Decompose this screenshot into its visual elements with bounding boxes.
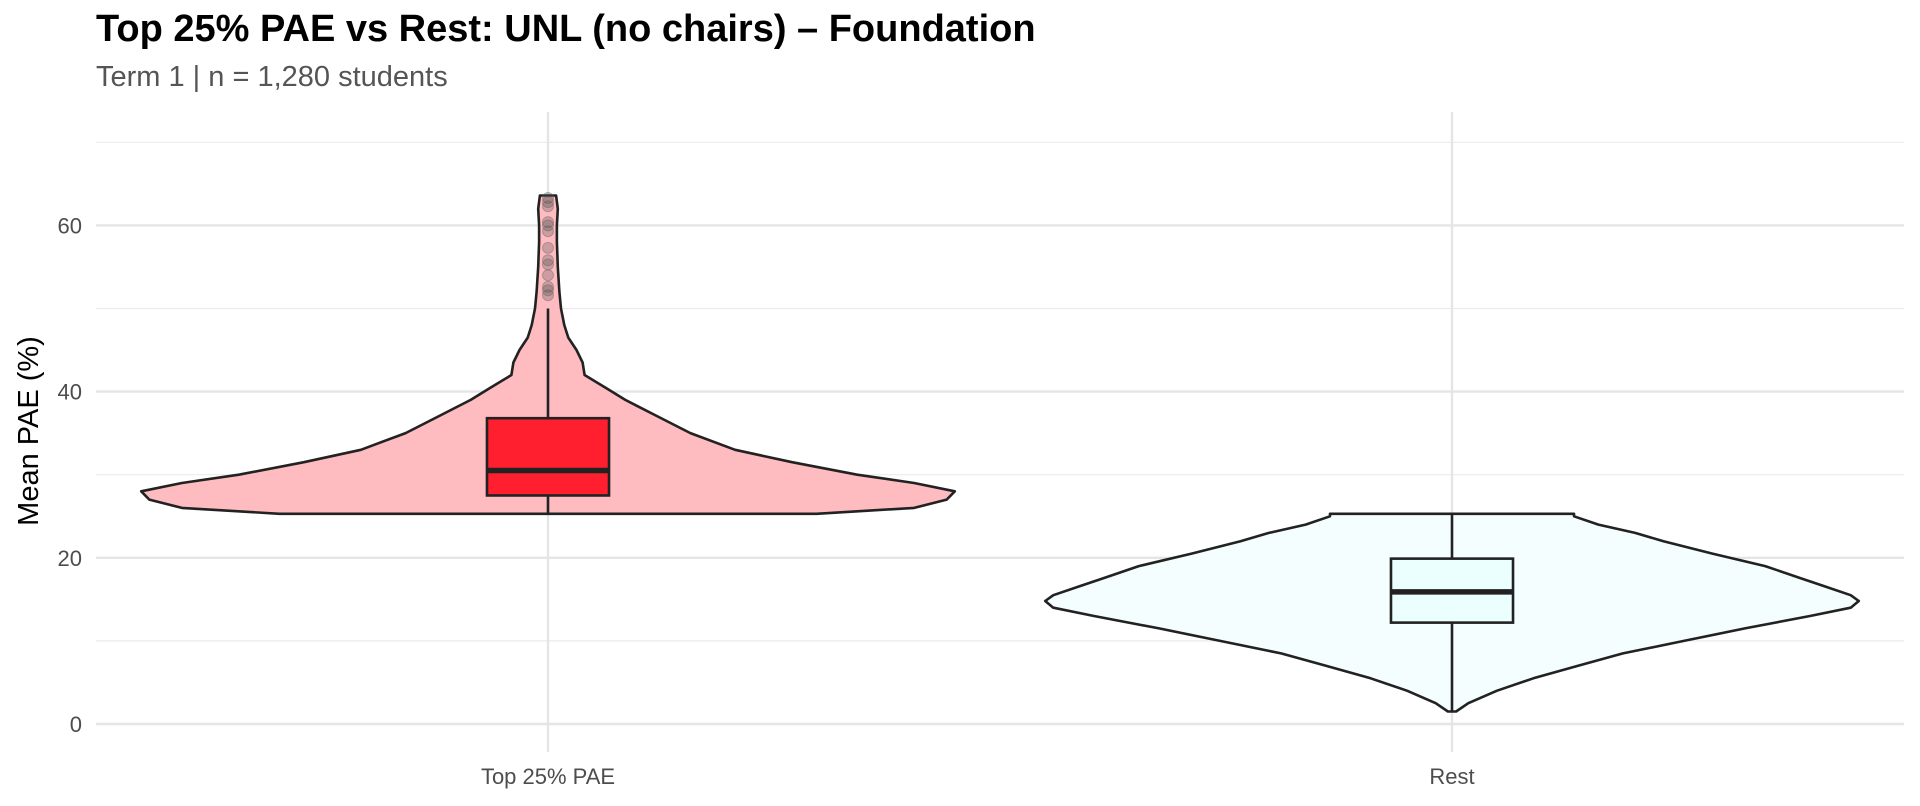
outlier-point xyxy=(542,269,554,282)
outlier-points xyxy=(542,191,554,302)
axis-labels: 0 20 40 60 Top 25% PAE Rest xyxy=(58,213,1475,789)
outlier-point xyxy=(542,191,554,204)
outlier-point xyxy=(542,289,554,302)
outlier-point xyxy=(542,280,554,293)
outlier-point xyxy=(542,196,554,209)
y-tick-label: 40 xyxy=(58,380,82,405)
outlier-point xyxy=(542,200,554,213)
outlier-point xyxy=(542,225,554,238)
boxplots xyxy=(485,308,1515,712)
y-tick-label: 60 xyxy=(58,213,82,238)
y-tick-label: 20 xyxy=(58,546,82,571)
violins xyxy=(139,194,1861,713)
outlier-point xyxy=(542,241,554,254)
y-axis-title: Mean PAE (%) xyxy=(13,336,45,526)
outlier-point xyxy=(542,219,554,232)
outlier-point xyxy=(542,258,554,271)
chart-subtitle: Term 1 | n = 1,280 students xyxy=(96,61,448,93)
outlier-point xyxy=(542,216,554,229)
box-iqr xyxy=(485,416,611,497)
grid-lines xyxy=(96,112,1904,752)
x-tick-label: Top 25% PAE xyxy=(481,764,615,789)
chart-title: Top 25% PAE vs Rest: UNL (no chairs) – F… xyxy=(96,8,1036,50)
x-tick-label: Rest xyxy=(1429,764,1474,789)
y-tick-label: 0 xyxy=(70,712,82,737)
outlier-point xyxy=(542,284,554,297)
outlier-point xyxy=(542,254,554,267)
